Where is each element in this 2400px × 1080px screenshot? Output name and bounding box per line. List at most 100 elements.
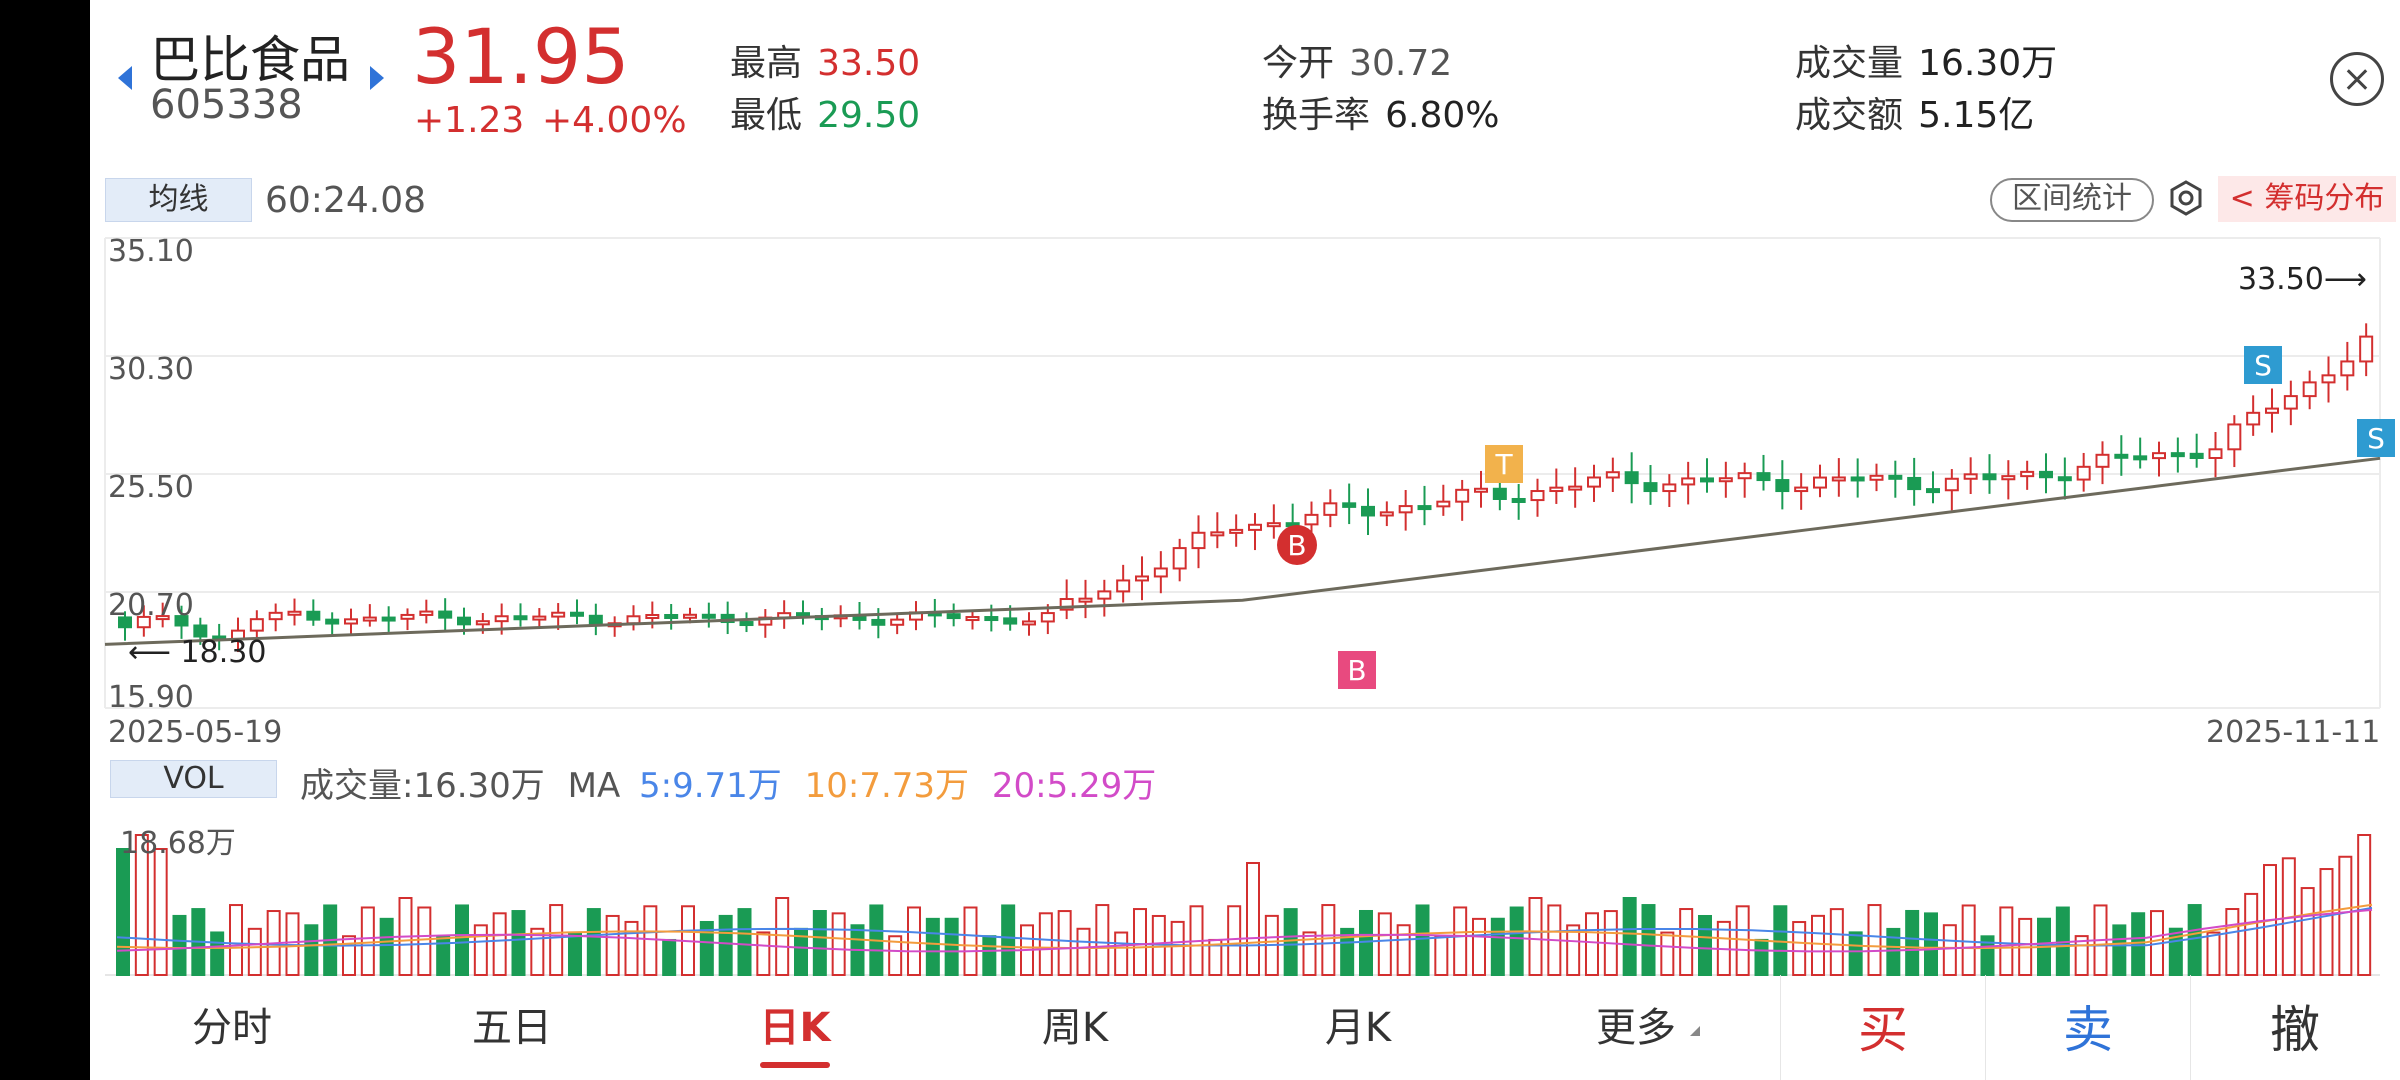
ma-chip[interactable]: 均线 [105, 178, 252, 222]
candle [381, 616, 396, 622]
candle [1850, 476, 1865, 482]
tab-weekly-k[interactable]: 周K [1041, 1005, 1109, 1051]
volume-bar [605, 914, 620, 976]
candle [1530, 490, 1545, 502]
volume-bar [134, 834, 149, 976]
stock-code: 605338 [150, 82, 303, 128]
volume-bar [1754, 938, 1769, 976]
sell-button[interactable]: 卖 [2063, 1001, 2113, 1059]
signal-label: S [2367, 422, 2385, 455]
volume-bar [304, 924, 319, 976]
volume-bar [153, 848, 168, 976]
vol-ma20: 20:5.29万 [991, 766, 1157, 806]
candle [344, 618, 358, 625]
volume-bar [1490, 917, 1505, 976]
volume-bar [1283, 908, 1298, 977]
volume-bar [1942, 924, 1957, 977]
close-icon[interactable] [2330, 52, 2384, 106]
volume-bar [718, 914, 733, 977]
chip-distribution-button[interactable]: < 筹码分布 [2218, 176, 2396, 222]
vol-chip[interactable]: VOL [110, 760, 277, 798]
candle [287, 610, 302, 616]
candle [1361, 505, 1375, 517]
candle [626, 615, 641, 625]
candle [890, 618, 905, 626]
volume-bar [1359, 909, 1373, 977]
candle [1718, 477, 1733, 483]
stat-amount: 成交额 5.15亿 [1795, 95, 2035, 136]
volume-bar [1076, 927, 1091, 976]
candle [1323, 502, 1338, 516]
x-end-date: 2025-11-11 [2206, 715, 2381, 750]
candle [984, 616, 999, 622]
candle [457, 616, 471, 626]
candle [2001, 475, 2016, 481]
volume-bar [1698, 914, 1712, 977]
y-tick-2: 30.30 [108, 352, 194, 387]
candle [1210, 531, 1225, 537]
candle [2020, 470, 2035, 478]
volume-bar [1811, 914, 1825, 977]
candle [2114, 453, 2129, 459]
candle [1116, 579, 1131, 593]
candle [1587, 476, 1601, 488]
vol-max-label: 18.68万 [120, 826, 236, 861]
volume-ma20-line [116, 908, 2373, 953]
candle [1229, 528, 1244, 534]
ma60-line [104, 456, 2381, 646]
settings-icon[interactable] [2168, 180, 2204, 216]
price-change-pct: +4.00% [542, 100, 687, 141]
tab-monthly-k[interactable]: 月K [1324, 1005, 1392, 1051]
signal-marker [2244, 346, 2282, 384]
volume-bar [116, 848, 130, 976]
tab-timeshare[interactable]: 分时 [192, 1005, 272, 1051]
volume-bar [1528, 897, 1543, 976]
volume-bar [907, 906, 921, 976]
candle [739, 621, 754, 627]
candle [1681, 477, 1696, 486]
volume-bar [1867, 904, 1882, 977]
stat-volume: 成交量 16.30万 [1795, 43, 2058, 84]
divider [2190, 975, 2191, 1080]
candle [1059, 598, 1074, 611]
tab-five-day[interactable]: 五日 [472, 1005, 552, 1051]
buy-button[interactable]: 买 [1858, 1001, 1908, 1059]
candle [1097, 590, 1112, 600]
range-stats-button[interactable]: 区间统计 [1990, 178, 2154, 222]
kline-chart[interactable]: B B T S S [90, 0, 2400, 980]
candle [1624, 471, 1639, 485]
candle [2095, 453, 2110, 468]
volume-bar [624, 920, 639, 977]
candle [306, 610, 321, 621]
price-change: +1.23 [414, 100, 525, 141]
candle [683, 613, 697, 619]
candle [1379, 511, 1394, 517]
candle [494, 615, 509, 623]
candle [1605, 471, 1620, 479]
volume-bar [360, 906, 375, 976]
candle [513, 615, 528, 621]
volume-bar [925, 917, 940, 976]
candle [1737, 472, 1752, 480]
tab-more[interactable]: 更多 [1596, 1005, 1676, 1051]
volume-bar [1999, 906, 2014, 976]
tab-daily-k[interactable]: 日K [759, 1005, 831, 1051]
cancel-order-button[interactable]: 撤 [2270, 1001, 2320, 1059]
candle [268, 611, 283, 621]
volume-bar [342, 935, 356, 977]
candle [174, 615, 189, 627]
volume-bar [2300, 887, 2315, 977]
candle [720, 613, 735, 624]
candle [2208, 448, 2223, 460]
volume-bar [549, 904, 564, 976]
candle [1040, 612, 1055, 623]
candle [1888, 474, 1903, 480]
prev-stock-icon[interactable] [118, 66, 132, 90]
vol-ma-prefix: MA [567, 766, 621, 806]
candle [325, 618, 340, 625]
y-tick-3: 25.50 [108, 470, 194, 505]
candle [1700, 477, 1714, 483]
y-tick-4: 20.70 [108, 588, 194, 623]
next-stock-icon[interactable] [370, 66, 384, 90]
volume-bar [944, 917, 959, 976]
